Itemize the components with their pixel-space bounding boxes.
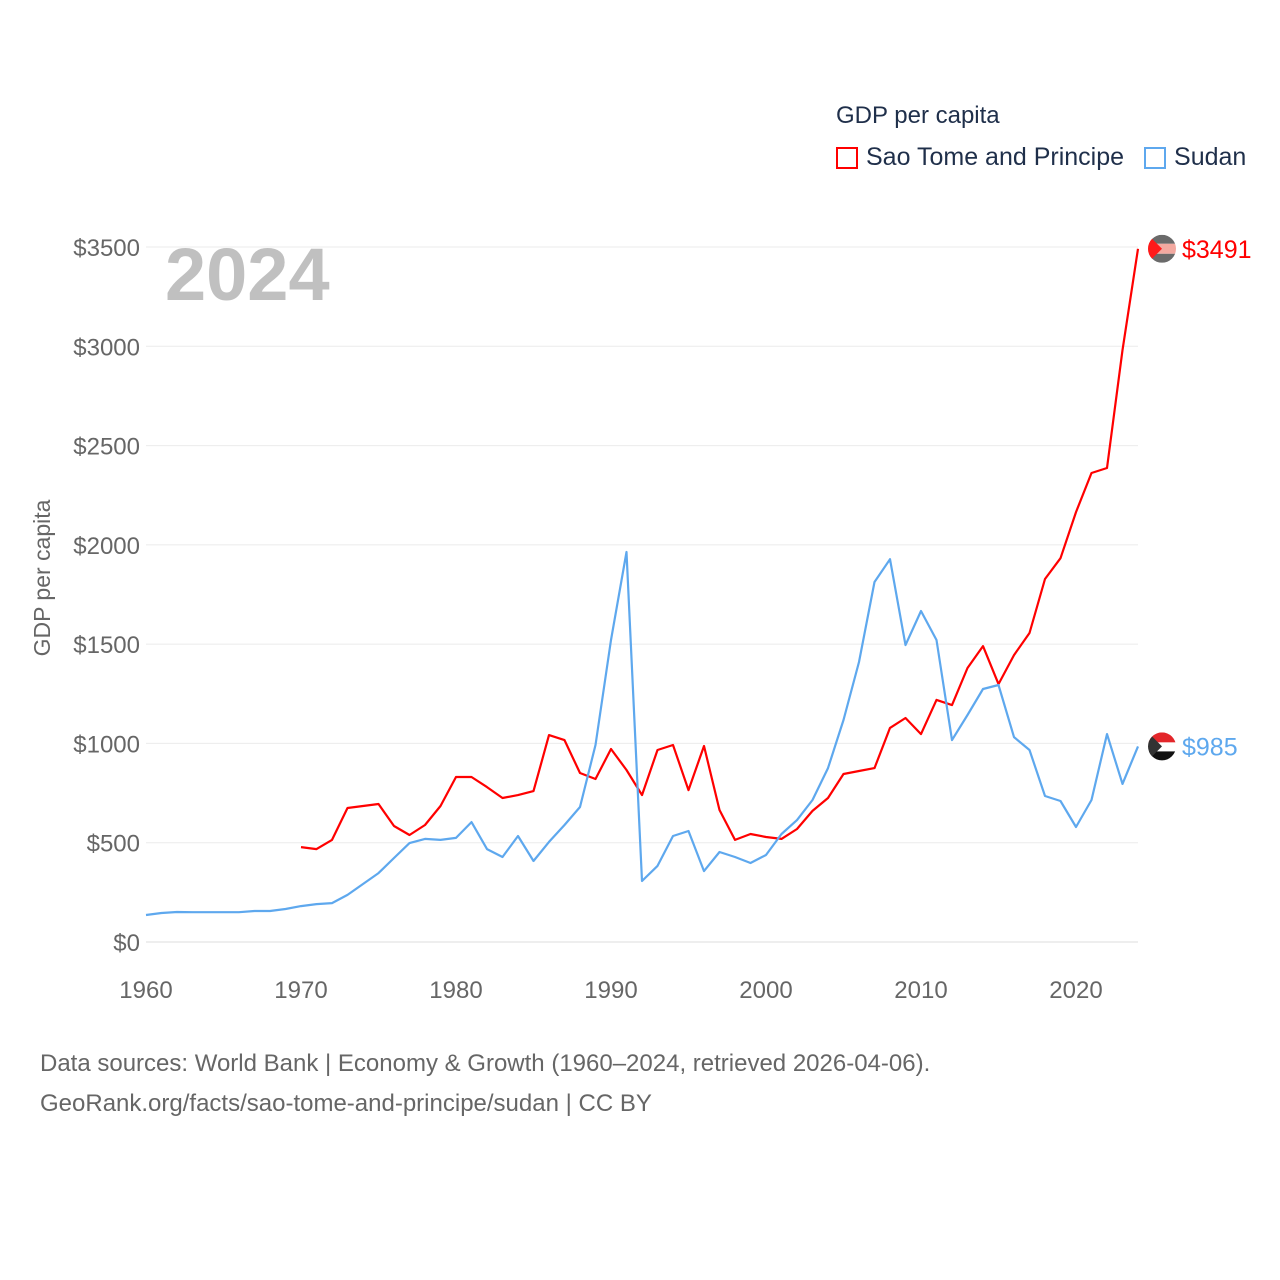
legend-label: Sao Tome and Principe (866, 143, 1125, 171)
url-text[interactable]: GeoRank.org/facts/sao-tome-and-principe/… (40, 1090, 652, 1117)
y-tick-label: $500 (87, 831, 140, 858)
x-tick-label: 1990 (584, 977, 637, 1004)
y-tick-label: $0 (113, 930, 140, 957)
series-line-sudan (145, 550, 1140, 917)
legend-label: Sudan (1174, 143, 1247, 171)
legend: Sao Tome and Principe Sudan (836, 143, 1266, 172)
source-text: Data sources: World Bank | Economy & Gro… (40, 1050, 931, 1077)
legend-swatch (836, 146, 858, 169)
y-tick-label: $1500 (73, 632, 140, 659)
x-tick-label: 2010 (894, 977, 947, 1004)
y-axis-label: GDP per capita (29, 499, 55, 656)
x-tick-label: 1970 (274, 977, 327, 1004)
y-tick-label: $3500 (73, 235, 140, 262)
series-line-sao-tome (300, 248, 1140, 851)
y-tick-label: $2500 (73, 434, 140, 461)
footer: Data sources: World Bank | Economy & Gro… (40, 1044, 930, 1124)
legend-item-sao-tome[interactable]: Sao Tome and Principe (836, 143, 1124, 172)
y-tick-label: $2000 (73, 533, 140, 560)
sao-tome-flag-icon (1148, 234, 1176, 263)
legend-swatch (1144, 146, 1167, 169)
legend-item-sudan[interactable]: Sudan (1144, 143, 1246, 172)
year-label: 2024 (165, 233, 330, 316)
end-value-label: $985 (1182, 733, 1238, 761)
x-tick-label: 1960 (119, 977, 172, 1004)
end-value-label: $3491 (1182, 236, 1252, 264)
y-tick-label: $3000 (73, 334, 140, 361)
legend-title: GDP per capita (836, 102, 1000, 129)
x-tick-label: 2020 (1049, 977, 1102, 1004)
x-tick-label: 2000 (739, 977, 792, 1004)
x-tick-label: 1980 (429, 977, 482, 1004)
sudan-flag-icon (1148, 732, 1176, 761)
y-tick-label: $1000 (73, 731, 140, 758)
